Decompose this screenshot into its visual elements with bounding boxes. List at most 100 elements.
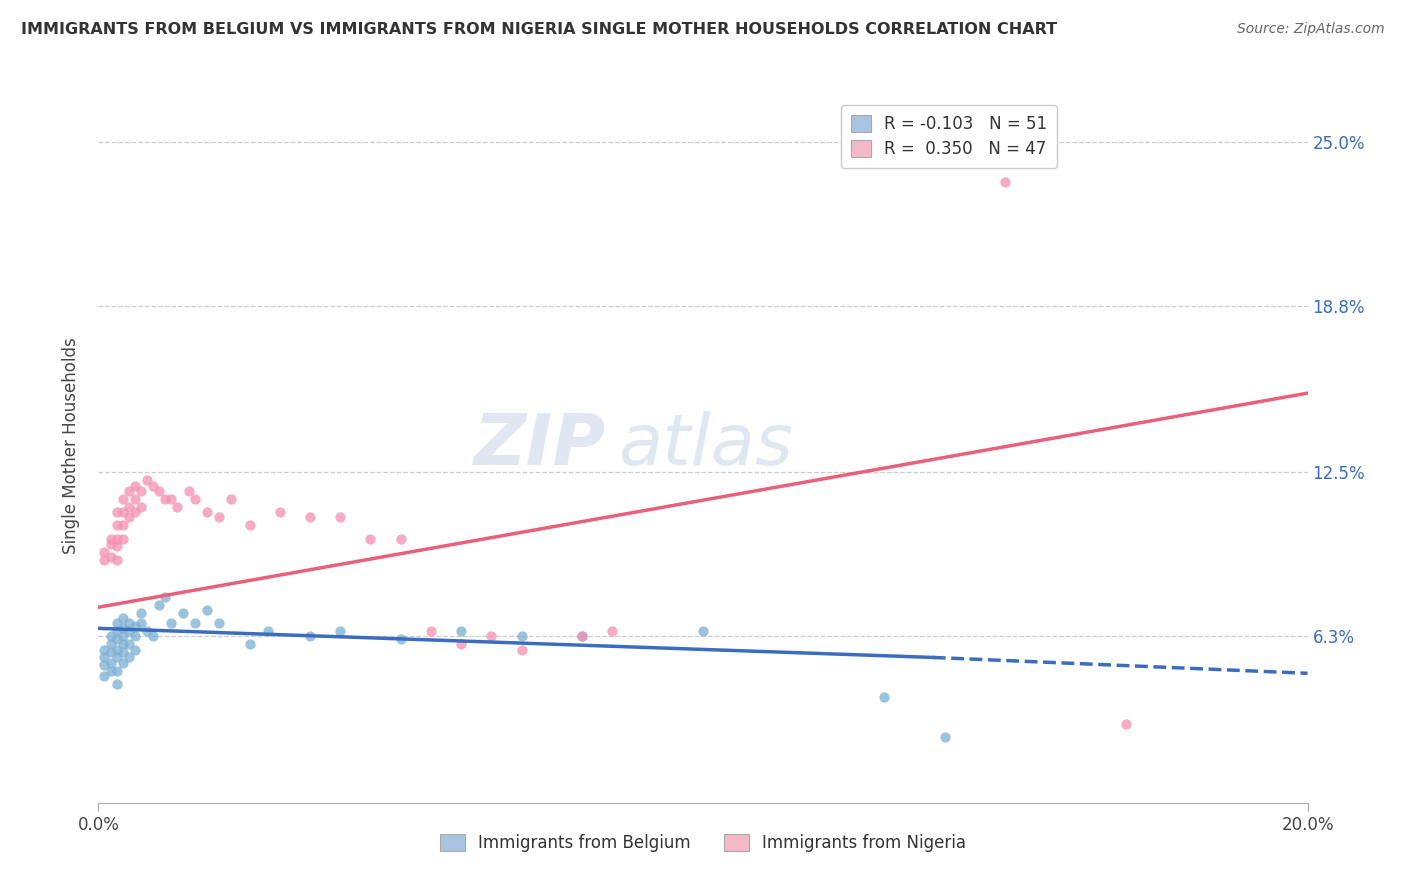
Point (93, 545, 115, 559)
Point (118, 483, 141, 498)
Point (118, 500, 141, 514)
Point (105, 616, 128, 631)
Point (934, 730, 956, 744)
Point (142, 629, 165, 643)
Point (105, 552, 128, 566)
Point (129, 500, 152, 514)
Point (179, 483, 201, 498)
Point (129, 606, 152, 620)
Point (389, 632, 412, 646)
Point (93, 552, 115, 566)
Point (221, 491, 243, 506)
Point (256, 624, 278, 638)
Point (129, 483, 152, 498)
Point (111, 645, 134, 659)
Point (118, 510, 141, 524)
Point (184, 491, 207, 506)
Point (148, 483, 170, 498)
Point (135, 624, 157, 638)
Point (329, 624, 352, 638)
Point (602, 624, 624, 638)
Point (873, 690, 896, 704)
Legend: Immigrants from Belgium, Immigrants from Nigeria: Immigrants from Belgium, Immigrants from… (433, 827, 973, 859)
Point (100, 645, 122, 659)
Point (111, 629, 134, 643)
Point (124, 642, 146, 657)
Point (208, 510, 231, 524)
Point (105, 664, 128, 678)
Point (172, 606, 194, 620)
Point (111, 518, 134, 533)
Point (100, 656, 122, 670)
Point (148, 598, 170, 612)
Point (118, 624, 141, 638)
Point (389, 532, 412, 546)
Point (124, 505, 146, 519)
Point (329, 510, 352, 524)
Point (93, 642, 115, 657)
Point (692, 624, 714, 638)
Point (100, 537, 122, 551)
Point (481, 629, 503, 643)
Point (100, 637, 122, 651)
Point (510, 642, 533, 657)
Point (239, 518, 262, 533)
Point (153, 491, 176, 506)
Point (105, 650, 128, 665)
Point (111, 611, 134, 625)
Text: atlas: atlas (619, 411, 793, 481)
Point (994, 175, 1017, 189)
Point (100, 532, 122, 546)
Point (208, 616, 231, 631)
Point (160, 491, 183, 506)
Point (93, 669, 115, 683)
Point (100, 629, 122, 643)
Point (142, 478, 165, 492)
Point (105, 642, 128, 657)
Point (184, 616, 207, 631)
Point (105, 624, 128, 638)
Point (124, 618, 146, 632)
Point (166, 500, 188, 514)
Point (100, 549, 122, 564)
Point (239, 637, 262, 651)
Point (111, 505, 134, 519)
Point (269, 505, 291, 519)
Point (450, 637, 472, 651)
Point (100, 664, 122, 678)
Point (105, 505, 128, 519)
Point (129, 616, 152, 631)
Point (111, 532, 134, 546)
Point (360, 532, 382, 546)
Point (299, 510, 322, 524)
Point (118, 616, 141, 631)
Point (135, 474, 157, 488)
Point (299, 629, 322, 643)
Point (420, 624, 443, 638)
Point (124, 629, 146, 643)
Point (160, 616, 183, 631)
Point (118, 637, 141, 651)
Point (105, 632, 128, 646)
Point (105, 532, 128, 546)
Point (571, 629, 593, 643)
Point (153, 590, 176, 604)
Point (195, 603, 218, 617)
Point (93, 658, 115, 673)
Point (105, 677, 128, 691)
Point (111, 491, 134, 506)
Point (195, 505, 218, 519)
Point (510, 629, 533, 643)
Point (105, 518, 128, 533)
Point (450, 624, 472, 638)
Y-axis label: Single Mother Households: Single Mother Households (62, 338, 80, 554)
Point (111, 656, 134, 670)
Point (111, 637, 134, 651)
Point (111, 621, 134, 635)
Point (93, 650, 115, 665)
Point (118, 650, 141, 665)
Point (124, 491, 146, 506)
Point (124, 478, 146, 492)
Text: ZIP: ZIP (474, 411, 606, 481)
Point (571, 629, 593, 643)
